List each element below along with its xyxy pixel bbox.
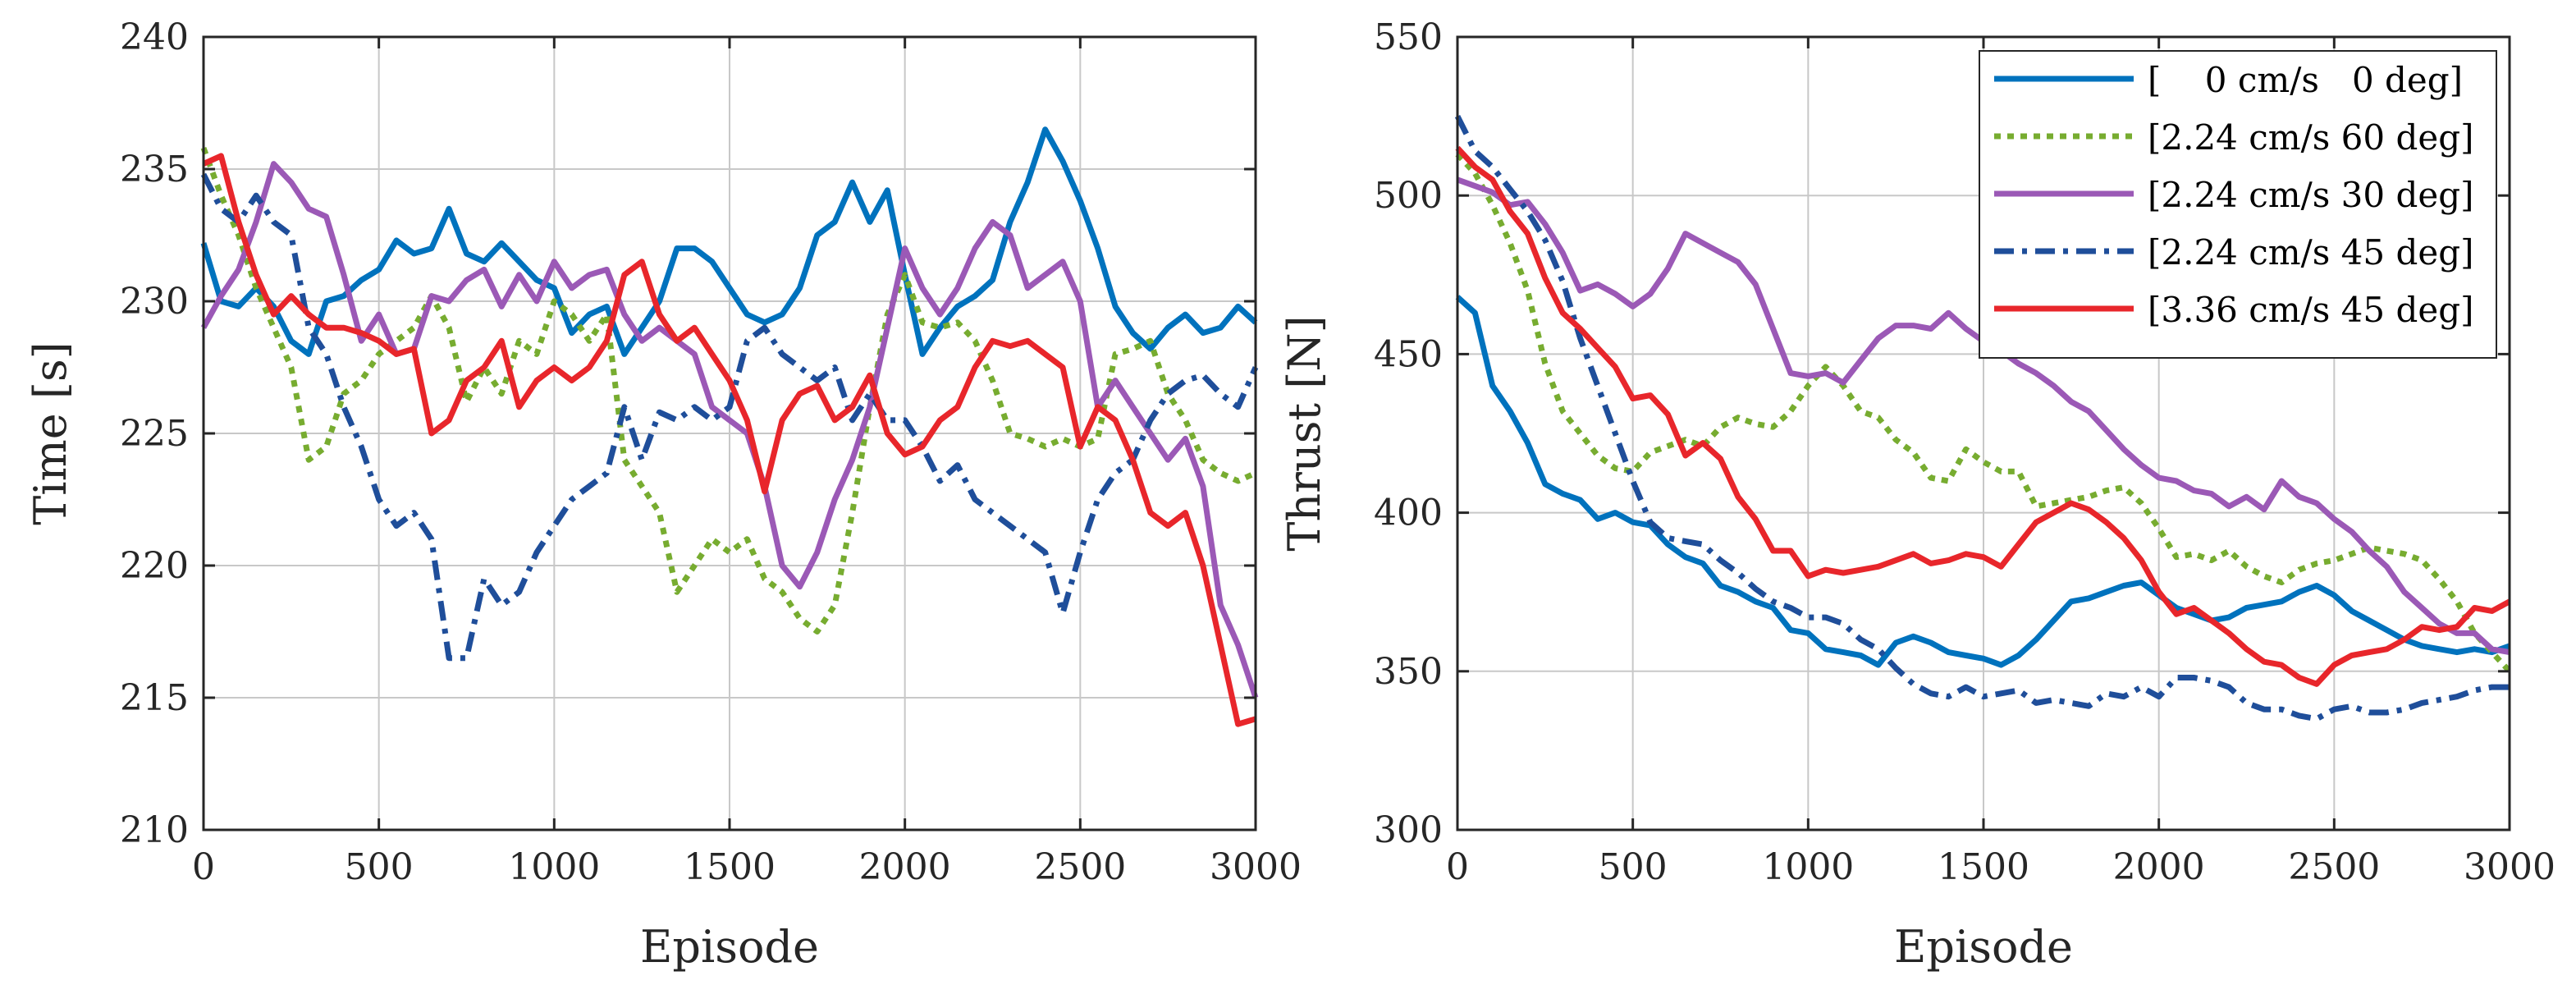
x-tick-label: 1500 xyxy=(684,846,776,888)
x-tick-label: 2000 xyxy=(859,846,951,888)
series-line-2p24-cm/s-45-deg xyxy=(1454,115,2510,722)
y-tick-label: 400 xyxy=(1374,492,1443,534)
time-chart: 0 500 1000 1500 2000 2500 3000 210 215 220 225 230 2… xyxy=(25,16,1302,973)
legend-label-2p24-cm/s-45-deg: [2.24 cm/s 45 deg] xyxy=(2148,232,2473,273)
x-tick-label: 3000 xyxy=(2464,846,2555,888)
time-chart-ticks: 0 500 1000 1500 2000 2500 3000 210 215 220 225 230 2… xyxy=(120,16,1302,888)
thrust-chart-legend: [ 0 cm/s 0 deg] [2.24 cm/s 60 deg] [2.24 c… xyxy=(1979,50,2497,359)
x-tick-label: 2500 xyxy=(2288,846,2380,888)
series-line-3p36-cm/s-45-deg xyxy=(202,153,1257,727)
y-tick-label: 230 xyxy=(120,281,189,323)
x-tick-label: 1500 xyxy=(1938,846,2029,888)
y-tick-label: 350 xyxy=(1374,651,1443,693)
y-tick-label: 210 xyxy=(120,809,189,851)
time-chart-series xyxy=(200,126,1259,727)
x-tick-label: 0 xyxy=(1446,846,1469,888)
legend-label-2p24-cm/s-30-deg: [2.24 cm/s 30 deg] xyxy=(2148,175,2473,215)
legend-label-3p36-cm/s-45-deg: [3.36 cm/s 45 deg] xyxy=(2148,290,2473,330)
x-tick-label: 3000 xyxy=(1210,846,1302,888)
y-tick-label: 225 xyxy=(120,413,189,455)
time-chart-ylabel: Time [s] xyxy=(25,341,76,525)
x-tick-label: 1000 xyxy=(1762,846,1854,888)
thrust-chart-xlabel: Episode xyxy=(1894,921,2073,973)
x-tick-label: 2500 xyxy=(1034,846,1126,888)
thrust-chart: 0 500 1000 1500 2000 2500 3000 300 350 400 450 500 5… xyxy=(1279,16,2555,973)
series-line-2p24-cm/s-30-deg xyxy=(200,161,1259,699)
series-line-0-cm/s-0-deg xyxy=(1455,295,2511,668)
legend-label-2p24-cm/s-60-deg: [2.24 cm/s 60 deg] xyxy=(2148,117,2473,158)
y-tick-label: 215 xyxy=(120,677,189,719)
y-tick-label: 235 xyxy=(120,149,189,190)
series-line-3p36-cm/s-45-deg xyxy=(1455,145,2511,687)
y-tick-label: 220 xyxy=(120,545,189,587)
x-tick-label: 1000 xyxy=(508,846,600,888)
y-tick-label: 550 xyxy=(1374,16,1443,58)
series-line-2p24-cm/s-45-deg xyxy=(200,172,1259,662)
y-tick-label: 450 xyxy=(1374,333,1443,375)
x-tick-label: 2000 xyxy=(2113,846,2205,888)
x-tick-label: 0 xyxy=(192,846,215,888)
y-tick-label: 300 xyxy=(1374,809,1443,851)
y-tick-label: 500 xyxy=(1374,175,1443,217)
x-tick-label: 500 xyxy=(345,846,414,888)
x-tick-label: 500 xyxy=(1599,846,1668,888)
time-chart-xlabel: Episode xyxy=(640,921,819,973)
thrust-chart-ylabel: Thrust [N] xyxy=(1279,315,1330,551)
y-tick-label: 240 xyxy=(120,16,189,58)
thrust-chart-ticks: 0 500 1000 1500 2000 2500 3000 300 350 400 450 500 5… xyxy=(1374,16,2555,888)
legend-label-0-cm/s-0-deg: [ 0 cm/s 0 deg] xyxy=(2148,60,2463,100)
series-line-0-cm/s-0-deg xyxy=(200,126,1258,357)
